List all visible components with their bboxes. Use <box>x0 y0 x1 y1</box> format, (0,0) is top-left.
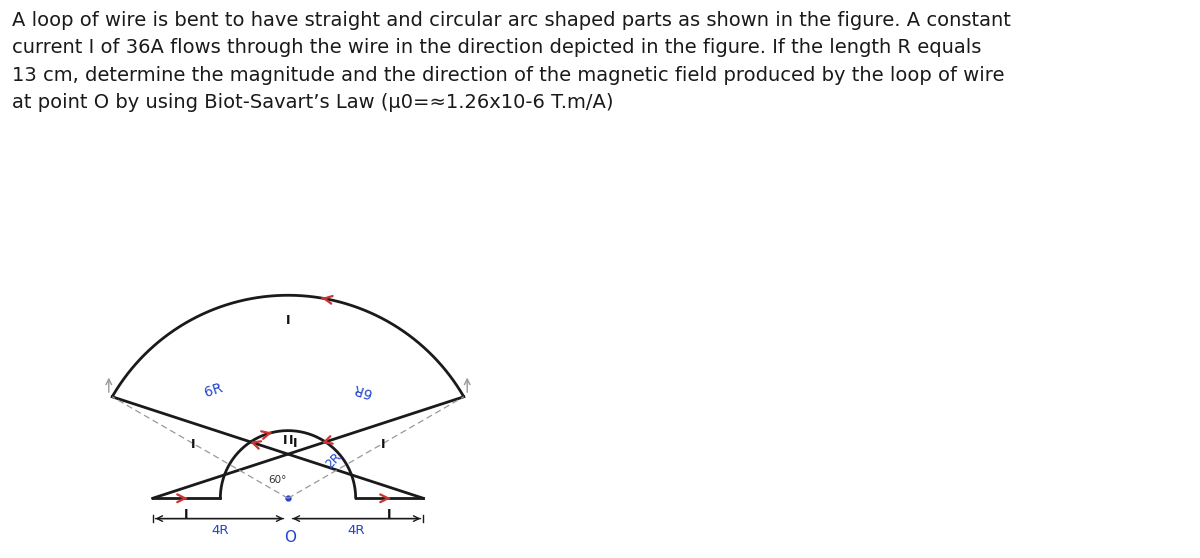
Text: 4R: 4R <box>211 523 229 537</box>
Text: 4R: 4R <box>347 523 365 537</box>
Text: I: I <box>185 508 188 521</box>
Text: I: I <box>286 314 290 327</box>
Text: I: I <box>191 437 196 451</box>
Text: I: I <box>380 437 385 451</box>
Text: I: I <box>293 437 298 450</box>
Text: I: I <box>288 434 293 448</box>
Text: 6R: 6R <box>203 381 224 400</box>
Text: I: I <box>283 434 288 448</box>
Text: O: O <box>283 531 295 545</box>
Text: 2R: 2R <box>324 451 344 472</box>
Text: 6R: 6R <box>352 381 373 400</box>
Text: 60°: 60° <box>268 475 287 485</box>
Text: I: I <box>388 508 391 521</box>
Text: A loop of wire is bent to have straight and circular arc shaped parts as shown i: A loop of wire is bent to have straight … <box>12 11 1010 112</box>
